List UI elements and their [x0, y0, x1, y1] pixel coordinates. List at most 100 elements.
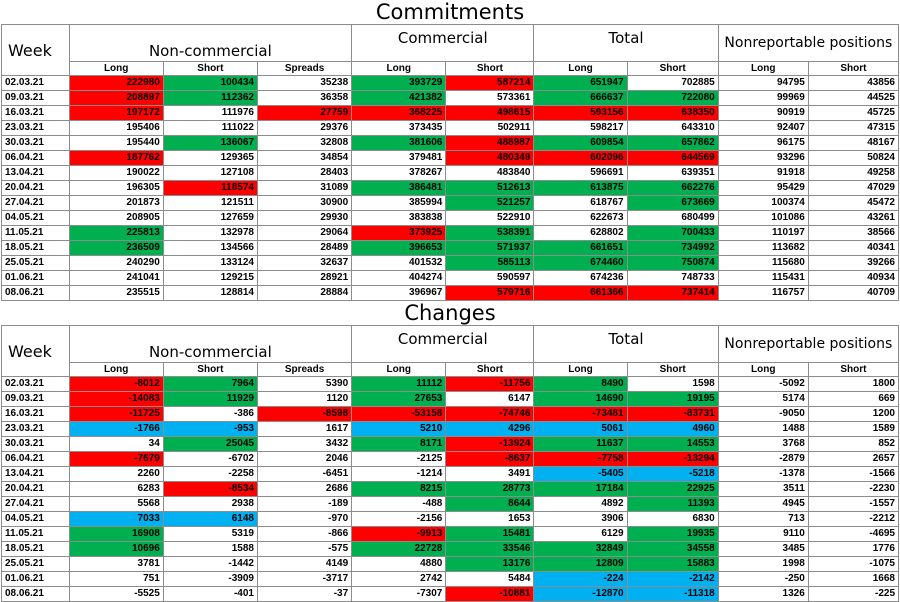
column-subheader: Long [533, 61, 628, 76]
value-cell: 3485 [717, 541, 809, 557]
value-cell: 590597 [445, 270, 535, 286]
value-cell: 383838 [351, 210, 447, 226]
value-cell: 602096 [533, 150, 628, 166]
value-cell: 12809 [533, 556, 628, 572]
value-cell: 7964 [162, 376, 258, 392]
week-date: 18.05.21 [1, 541, 70, 557]
subheader-row: Long Short Spreads Long Short Long Short Long Sh… [2, 61, 900, 76]
table-row: 02.03.21 222980 100434 35238 393729 587214 651… [1, 75, 900, 91]
value-cell: 628802 [533, 225, 628, 241]
table-row: 25.05.21 240290 133124 32637 401532 585113 674… [1, 255, 900, 271]
value-cell: 651947 [533, 75, 628, 91]
value-cell: 101086 [717, 210, 809, 226]
value-cell: 93296 [717, 150, 809, 166]
value-cell: 208905 [68, 210, 164, 226]
value-cell: -11725 [68, 406, 164, 422]
value-cell: 5319 [162, 526, 258, 542]
value-cell: 196305 [68, 180, 164, 196]
value-cell: -6451 [256, 466, 353, 482]
week-date: 30.03.21 [1, 135, 70, 151]
value-cell: 1998 [717, 556, 809, 572]
value-cell: 593156 [533, 105, 628, 121]
value-cell: 40341 [807, 240, 900, 256]
column-subheader: Long [717, 362, 809, 377]
value-cell: -970 [256, 511, 353, 527]
week-date: 27.04.21 [1, 496, 70, 512]
week-date: 11.05.21 [1, 225, 70, 241]
value-cell: -225 [807, 586, 900, 602]
value-cell: 1617 [256, 421, 353, 437]
value-cell: 121511 [162, 195, 258, 211]
value-cell: 113682 [717, 240, 809, 256]
week-date: 08.06.21 [1, 285, 70, 301]
value-cell: 34854 [256, 150, 353, 166]
value-cell: 95429 [717, 180, 809, 196]
value-cell: -83731 [626, 406, 719, 422]
week-date: 27.04.21 [1, 195, 70, 211]
value-cell: 4149 [256, 556, 353, 572]
value-cell: -1075 [807, 556, 900, 572]
value-cell: 1200 [807, 406, 900, 422]
value-cell: 421382 [351, 90, 447, 106]
column-subheader: Short [162, 61, 258, 76]
table-row: 01.06.21 241041 129215 28921 404274 590597 674… [1, 270, 900, 286]
value-cell: 702885 [626, 75, 719, 91]
value-cell: -2230 [807, 481, 900, 497]
table-row: 23.03.21 -1766 -953 1617 5210 4296 5061 4960 148… [1, 421, 900, 437]
value-cell: -8637 [445, 451, 535, 467]
value-cell: 512613 [445, 180, 535, 196]
value-cell: 618767 [533, 195, 628, 211]
value-cell: -8598 [256, 406, 353, 422]
value-cell: 1800 [807, 376, 900, 392]
value-cell: 2260 [68, 466, 164, 482]
table-row: 20.04.21 6283 -8534 2686 8215 28773 17184 22925… [1, 481, 900, 497]
value-cell: -189 [256, 496, 353, 512]
nonreportable-header: Nonreportable positions [717, 24, 900, 62]
column-subheader: Short [807, 362, 900, 377]
value-cell: 4960 [626, 421, 719, 437]
column-subheader: Long [351, 362, 447, 377]
value-cell: 1668 [807, 571, 900, 587]
value-cell: 17184 [533, 481, 628, 497]
value-cell: 639351 [626, 165, 719, 181]
week-date: 18.05.21 [1, 240, 70, 256]
value-cell: -1442 [162, 556, 258, 572]
subheader-row: Long Short Spreads Long Short Long Short Long Sh… [2, 362, 900, 377]
value-cell: 5174 [717, 391, 809, 407]
value-cell: 100434 [162, 75, 258, 91]
value-cell: 381606 [351, 135, 447, 151]
table-row: 02.03.21 -8012 7964 5390 11112 -11756 8490 1598… [1, 376, 900, 392]
value-cell: 235515 [68, 285, 164, 301]
value-cell: 10696 [68, 541, 164, 557]
value-cell: 49258 [807, 165, 900, 181]
value-cell: 96175 [717, 135, 809, 151]
value-cell: -1378 [717, 466, 809, 482]
value-cell: 31089 [256, 180, 353, 196]
value-cell: -401 [162, 586, 258, 602]
value-cell: 40934 [807, 270, 900, 286]
value-cell: 22728 [351, 541, 447, 557]
value-cell: -2142 [626, 571, 719, 587]
value-cell: 750874 [626, 255, 719, 271]
value-cell: 111976 [162, 105, 258, 121]
value-cell: -9050 [717, 406, 809, 422]
value-cell: 2742 [351, 571, 447, 587]
value-cell: 190022 [68, 165, 164, 181]
header-row: Week Non-commercial Commercial Total Nonrepo… [1, 325, 900, 377]
value-cell: 622673 [533, 210, 628, 226]
value-cell: 15883 [626, 556, 719, 572]
value-cell: 44525 [807, 90, 900, 106]
value-cell: 34 [68, 436, 164, 452]
value-cell: 127659 [162, 210, 258, 226]
value-cell: 25045 [162, 436, 258, 452]
noncommercial-header: Non-commercial [68, 325, 353, 363]
table-row: 30.03.21 34 25045 3432 8171 -13924 11637 14553 3… [1, 436, 900, 452]
value-cell: 128814 [162, 285, 258, 301]
value-cell: -5218 [626, 466, 719, 482]
column-subheader: Short [445, 362, 535, 377]
table-row: 23.03.21 195406 111022 29376 373435 502911 598… [1, 120, 900, 136]
value-cell: 29376 [256, 120, 353, 136]
column-subheader: Spreads [256, 61, 353, 76]
value-cell: 33546 [445, 541, 535, 557]
value-cell: 40709 [807, 285, 900, 301]
